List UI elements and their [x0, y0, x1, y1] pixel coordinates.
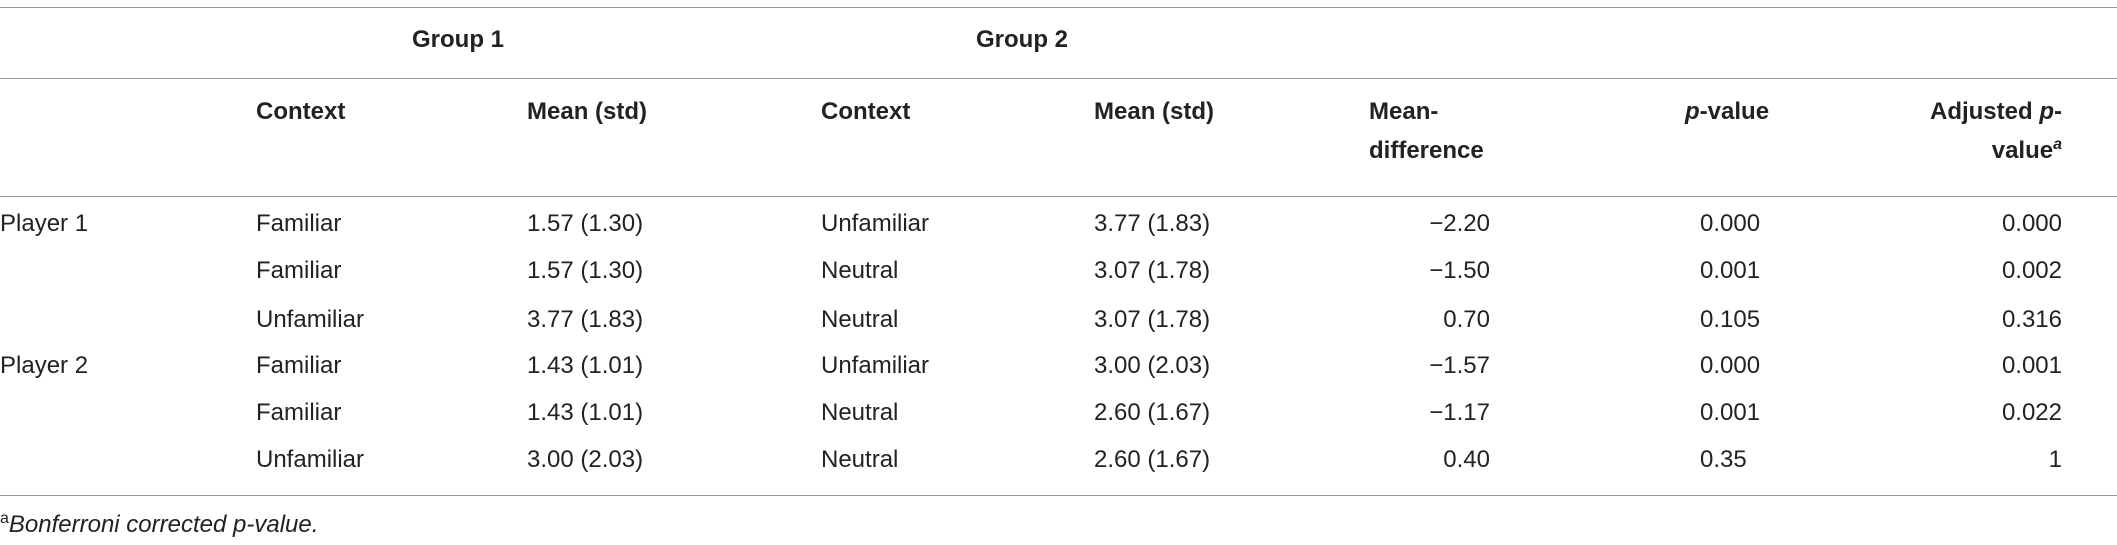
rule: [0, 78, 2117, 79]
table-cell: 3.00 (2.03): [527, 446, 644, 473]
rule: [0, 196, 2117, 197]
table-cell: Neutral: [821, 306, 899, 333]
table-cell: 0.70: [1443, 306, 1490, 333]
table-cell: 0.40: [1443, 446, 1490, 473]
table-cell: Neutral: [821, 257, 899, 284]
table-cell: Unfamiliar: [256, 446, 365, 473]
table-cell: Unfamiliar: [821, 352, 930, 379]
table-cell: Unfamiliar: [256, 306, 365, 333]
table-cell: Neutral: [821, 446, 899, 473]
table-cell: 1.57 (1.30): [527, 257, 644, 284]
rule: [0, 7, 2117, 8]
column-header: Mean-difference: [1369, 98, 1484, 164]
table-cell: 0.001: [1700, 257, 1761, 284]
table-cell: 1.43 (1.01): [527, 399, 644, 426]
column-header: Context: [256, 98, 346, 125]
table-cell: 3.77 (1.83): [1094, 210, 1211, 237]
table-cell: 0.35: [1700, 446, 1747, 473]
table-cell: 1: [2048, 446, 2062, 473]
table-cell: 0.316: [2001, 306, 2062, 333]
row-label: Player 1: [0, 210, 89, 237]
table-cell: 2.60 (1.67): [1094, 446, 1211, 473]
row-label: Player 2: [0, 352, 89, 379]
table-cell: Unfamiliar: [821, 210, 930, 237]
rule: [0, 495, 2117, 496]
table-cell: 0.000: [1700, 352, 1761, 379]
table-cell: −2.20: [1429, 210, 1490, 237]
table-cell: 3.00 (2.03): [1094, 352, 1211, 379]
group-header: Group 1: [412, 26, 505, 53]
table-cell: 0.002: [2001, 257, 2062, 284]
table-cell: 2.60 (1.67): [1094, 399, 1211, 426]
table-cell: 0.000: [1700, 210, 1761, 237]
table-cell: 3.07 (1.78): [1094, 306, 1211, 333]
table-cell: Neutral: [821, 399, 899, 426]
table-cell: 0.001: [2001, 352, 2062, 379]
table-cell: −1.17: [1429, 399, 1490, 426]
footnote-marker: a: [0, 510, 9, 527]
column-header: Context: [821, 98, 911, 125]
table-cell: 1.43 (1.01): [527, 352, 644, 379]
table-cell: Familiar: [256, 257, 342, 284]
table-cell: −1.50: [1429, 257, 1490, 284]
footnote: aBonferroni corrected p-value.: [0, 505, 318, 544]
table-cell: 1.57 (1.30): [527, 210, 644, 237]
table-cell: 0.000: [2001, 210, 2062, 237]
group-header: Group 2: [976, 26, 1069, 53]
table-cell: 0.105: [1700, 306, 1761, 333]
footnote-text: Bonferroni corrected p-value.: [8, 511, 319, 538]
table-cell: Familiar: [256, 352, 342, 379]
column-header: Adjusted p-valuea: [1929, 98, 2062, 164]
column-header: Mean (std): [527, 98, 647, 125]
table-cell: 3.07 (1.78): [1094, 257, 1211, 284]
table-cell: 0.001: [1700, 399, 1761, 426]
table-cell: 3.77 (1.83): [527, 306, 644, 333]
table-cell: Familiar: [256, 210, 342, 237]
table-cell: Familiar: [256, 399, 342, 426]
table-cell: −1.57: [1429, 352, 1490, 379]
column-header: Mean (std): [1094, 98, 1214, 125]
column-header: p-value: [1685, 98, 1770, 125]
footnote-marker: a: [2053, 136, 2062, 153]
table-cell: 0.022: [2001, 399, 2062, 426]
